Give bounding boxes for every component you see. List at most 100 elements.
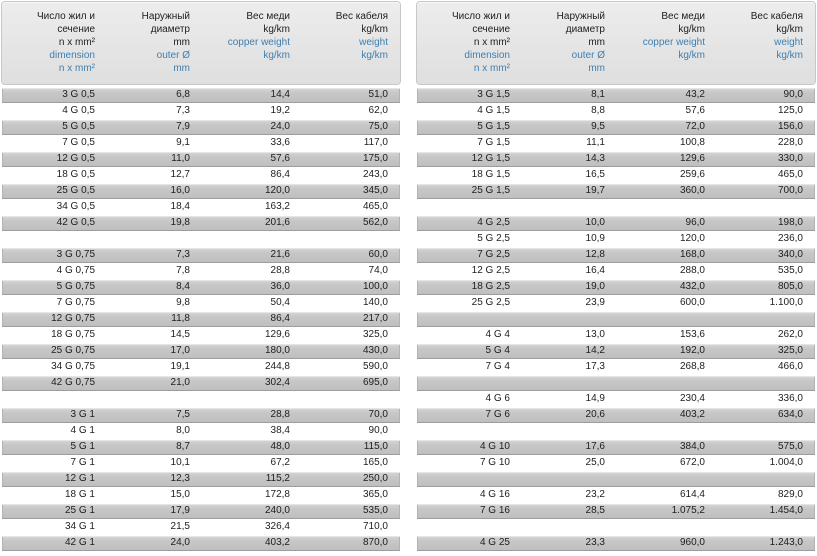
cell-copper-weight: 120,0 — [264, 185, 290, 196]
cell-cable-weight: 74,0 — [368, 265, 388, 276]
cell-outer-diameter: 8,1 — [591, 89, 605, 100]
cell-dimension: 7 G 0,5 — [62, 137, 95, 148]
separator-row — [417, 200, 815, 214]
cable-table-right: Число жил и сечение n x mm² dimension n x mm… — [417, 2, 815, 554]
table-row: 12 G 1 12,3 115,2 250,0 — [2, 472, 400, 486]
cell-dimension: 42 G 0,75 — [51, 377, 95, 388]
cell-dimension: 7 G 1,5 — [477, 137, 510, 148]
table-row: 7 G 1,5 11,1 100,8 228,0 — [417, 136, 815, 150]
table-row: 4 G 0,75 7,8 28,8 74,0 — [2, 264, 400, 278]
cell-dimension: 12 G 1,5 — [471, 153, 510, 164]
cell-cable-weight: 262,0 — [777, 329, 803, 340]
table-row: 3 G 0,75 7,3 21,6 60,0 — [2, 248, 400, 262]
cell-outer-diameter: 8,8 — [591, 105, 605, 116]
cell-dimension: 3 G 1,5 — [477, 89, 510, 100]
cell-outer-diameter: 11,0 — [171, 153, 190, 164]
cell-outer-diameter: 19,8 — [170, 217, 190, 228]
cell-cable-weight: 695,0 — [362, 377, 388, 388]
header-column-dimension: Число жил и сечение n x mm² dimension n x mm… — [417, 10, 522, 84]
cell-dimension: 18 G 1,5 — [471, 169, 510, 180]
cell-copper-weight: 230,4 — [679, 393, 705, 404]
cell-cable-weight: 710,0 — [362, 521, 388, 532]
header-label: kg/km — [678, 24, 705, 35]
table-body: 3 G 0,5 6,8 14,4 51,0 4 G 0,5 7,3 19,2 62,0 5 G … — [2, 88, 400, 550]
header-column-cable-weight: Вес кабеля kg/km weight kg/km — [302, 10, 400, 84]
cell-cable-weight: 365,0 — [362, 489, 388, 500]
cell-dimension: 4 G 4 — [485, 329, 510, 340]
separator-row — [417, 520, 815, 534]
cell-outer-diameter: 20,6 — [585, 409, 605, 420]
header-column-copper-weight: Вес меди kg/km copper weight kg/km — [617, 10, 717, 84]
table-row: 18 G 0,75 14,5 129,6 325,0 — [2, 328, 400, 342]
header-label: mm — [588, 37, 605, 48]
cell-dimension: 4 G 1 — [70, 425, 95, 436]
cell-outer-diameter: 10,1 — [170, 457, 190, 468]
cell-dimension: 12 G 0,5 — [56, 153, 95, 164]
cell-copper-weight: 36,0 — [270, 281, 290, 292]
cell-copper-weight: 153,6 — [679, 329, 705, 340]
cell-outer-diameter: 17,6 — [585, 441, 605, 452]
header-label-en: copper weight — [642, 37, 705, 48]
table-row: 12 G 1,5 14,3 129,6 330,0 — [417, 152, 815, 166]
cell-outer-diameter: 17,9 — [170, 505, 190, 516]
header-label-en: dimension — [49, 50, 95, 61]
cell-outer-diameter: 17,0 — [170, 345, 190, 356]
cell-copper-weight: 403,2 — [264, 537, 290, 548]
cell-copper-weight: 86,4 — [270, 313, 290, 324]
header-label: Вес меди — [246, 11, 290, 22]
table-row: 12 G 2,5 16,4 288,0 535,0 — [417, 264, 815, 278]
cell-copper-weight: 268,8 — [679, 361, 705, 372]
header-label: Вес меди — [661, 11, 705, 22]
table-body: 3 G 1,5 8,1 43,2 90,0 4 G 1,5 8,8 57,6 125,0 5 G… — [417, 88, 815, 550]
cell-copper-weight: 600,0 — [679, 297, 705, 308]
cell-dimension: 4 G 6 — [485, 393, 510, 404]
cell-outer-diameter: 14,9 — [585, 393, 605, 404]
cell-copper-weight: 33,6 — [270, 137, 290, 148]
cell-dimension: 4 G 25 — [479, 537, 510, 548]
cell-cable-weight: 870,0 — [362, 537, 388, 548]
table-row: 18 G 1,5 16,5 259,6 465,0 — [417, 168, 815, 182]
cell-dimension: 25 G 1 — [64, 505, 95, 516]
cell-cable-weight: 1.100,0 — [769, 297, 803, 308]
table-row: 18 G 1 15,0 172,8 365,0 — [2, 488, 400, 502]
cell-outer-diameter: 13,0 — [585, 329, 605, 340]
header-label: сечение — [57, 24, 95, 35]
table-row: 4 G 4 13,0 153,6 262,0 — [417, 328, 815, 342]
cell-cable-weight: 1.243,0 — [769, 537, 803, 548]
cell-cable-weight: 125,0 — [777, 105, 803, 116]
cell-copper-weight: 129,6 — [679, 153, 705, 164]
cell-dimension: 18 G 0,75 — [51, 329, 95, 340]
cell-copper-weight: 201,6 — [264, 217, 290, 228]
cell-copper-weight: 67,2 — [270, 457, 290, 468]
cell-dimension: 7 G 4 — [485, 361, 510, 372]
header-column-outer-diameter: Наружный диаметр mm outer Ø mm — [107, 10, 202, 84]
cell-cable-weight: 805,0 — [777, 281, 803, 292]
cell-cable-weight: 430,0 — [362, 345, 388, 356]
cell-copper-weight: 360,0 — [679, 185, 705, 196]
cell-dimension: 12 G 2,5 — [471, 265, 510, 276]
header-label-en: mm — [173, 63, 190, 74]
header-label: n x mm² — [58, 37, 95, 48]
cell-copper-weight: 57,6 — [270, 153, 290, 164]
cell-outer-diameter: 11,1 — [586, 137, 605, 148]
header-label-en: kg/km — [776, 50, 803, 61]
cell-dimension: 18 G 1 — [64, 489, 95, 500]
cell-dimension: 7 G 10 — [479, 457, 510, 468]
cell-copper-weight: 302,4 — [264, 377, 290, 388]
header-column-copper-weight: Вес меди kg/km copper weight kg/km — [202, 10, 302, 84]
header-label: n x mm² — [473, 37, 510, 48]
cell-cable-weight: 198,0 — [777, 217, 803, 228]
table-row: 7 G 4 17,3 268,8 466,0 — [417, 360, 815, 374]
cell-copper-weight: 403,2 — [679, 409, 705, 420]
cell-outer-diameter: 16,4 — [585, 265, 605, 276]
cell-cable-weight: 51,0 — [368, 89, 388, 100]
cell-copper-weight: 163,2 — [264, 201, 290, 212]
header-label: Наружный — [141, 11, 190, 22]
cell-dimension: 25 G 0,75 — [51, 345, 95, 356]
cell-outer-diameter: 23,3 — [585, 537, 605, 548]
table-row: 42 G 0,75 21,0 302,4 695,0 — [2, 376, 400, 390]
cell-cable-weight: 336,0 — [777, 393, 803, 404]
cell-dimension: 34 G 1 — [64, 521, 95, 532]
cell-copper-weight: 38,4 — [270, 425, 290, 436]
table-row: 4 G 6 14,9 230,4 336,0 — [417, 392, 815, 406]
